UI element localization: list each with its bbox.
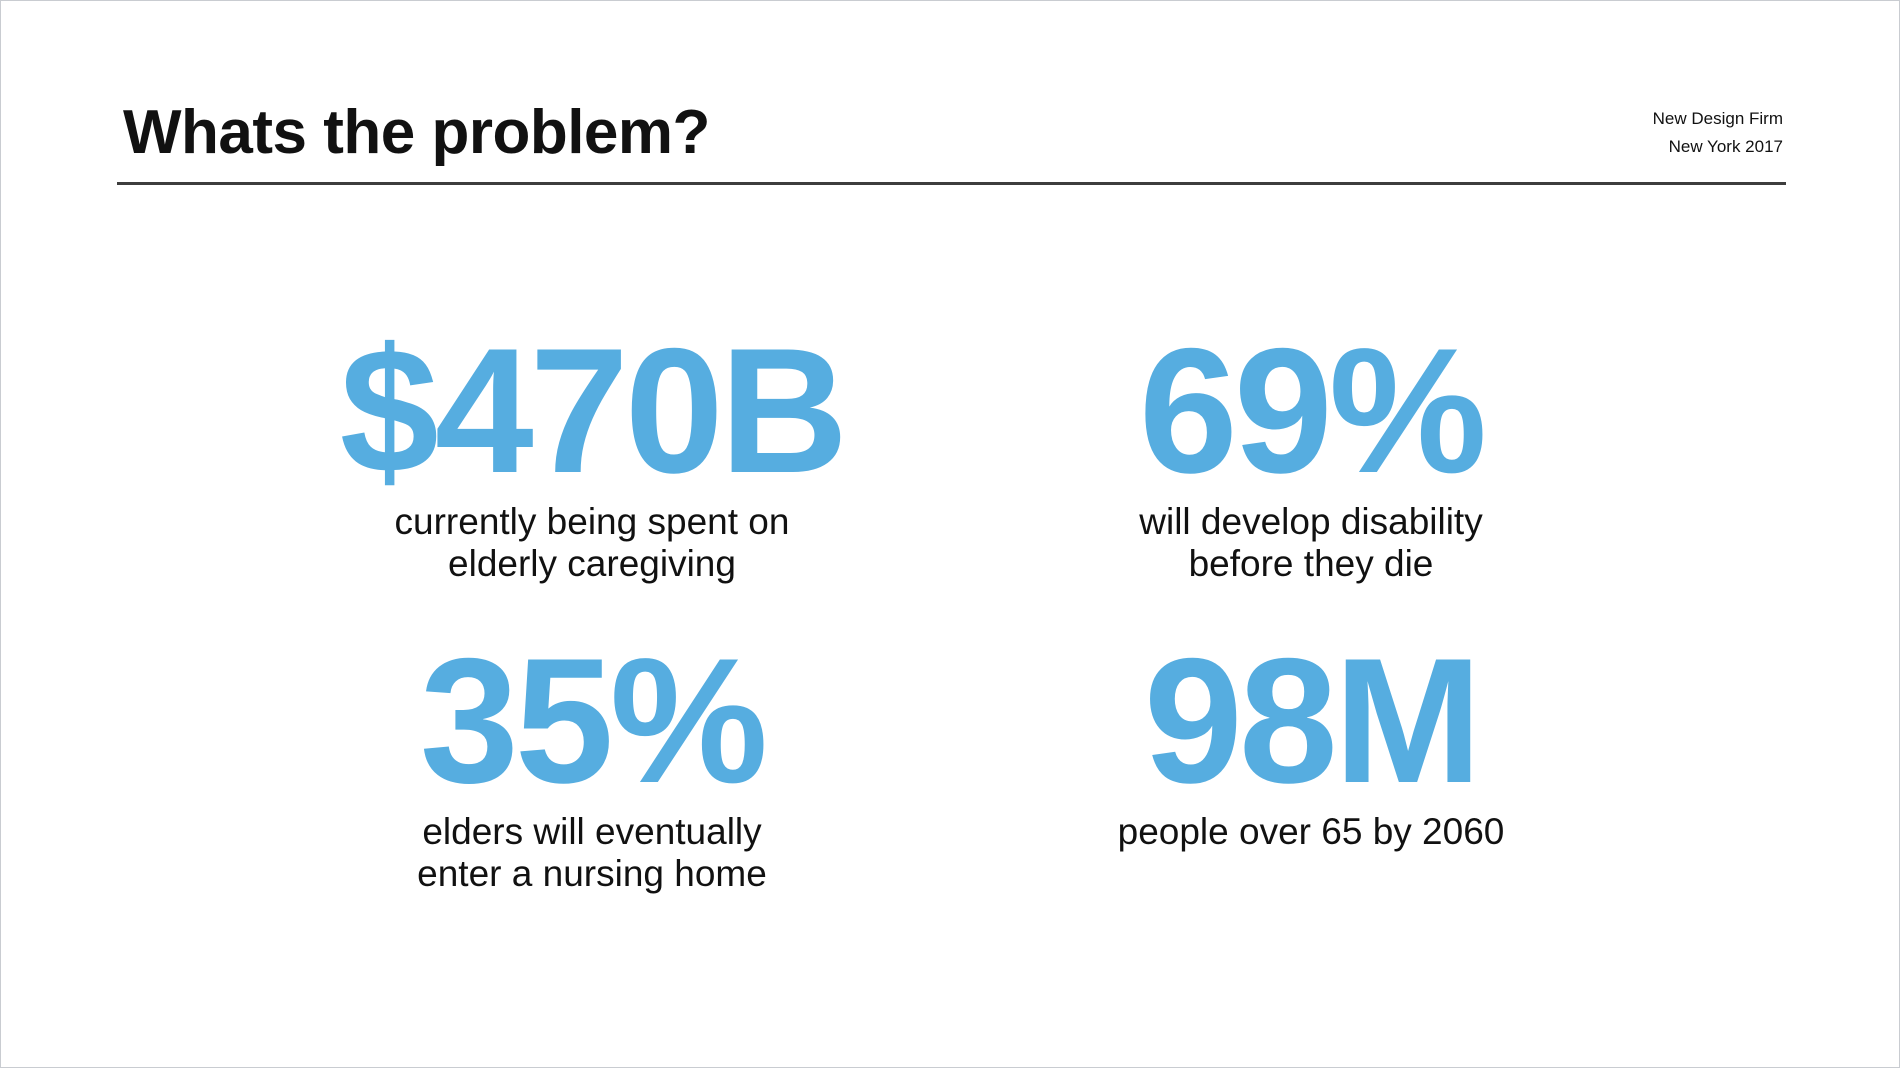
stat-description: people over 65 by 2060 <box>1001 811 1621 853</box>
stat-population-over-65: 98M people over 65 by 2060 <box>1001 621 1621 853</box>
stat-description: elders will eventually enter a nursing h… <box>282 811 902 895</box>
stat-description-line: elders will eventually <box>422 811 762 852</box>
location-year: New York 2017 <box>1668 137 1783 156</box>
stat-value: 69% <box>1138 311 1487 510</box>
stat-disability: 69% will develop disability before they … <box>1001 311 1621 585</box>
stat-description-line: currently being spent on <box>394 501 790 542</box>
stat-value: 98M <box>1143 621 1482 820</box>
title-divider <box>117 182 1786 185</box>
slide-meta: New Design Firm New York 2017 <box>1653 105 1783 161</box>
stat-description: currently being spent on elderly caregiv… <box>282 501 902 585</box>
stat-description-line: enter a nursing home <box>417 853 767 894</box>
stat-description-line: before they die <box>1188 543 1434 584</box>
stat-value: 35% <box>419 621 768 820</box>
stat-nursing-home: 35% elders will eventually enter a nursi… <box>282 621 902 895</box>
company-name: New Design Firm <box>1652 109 1783 128</box>
stat-caregiving-spend: $470B currently being spent on elderly c… <box>282 311 902 585</box>
stat-value: $470B <box>339 311 849 510</box>
stat-description-line: will develop disability <box>1139 501 1483 542</box>
slide-title: Whats the problem? <box>123 98 710 167</box>
stat-description-line: elderly caregiving <box>448 543 736 584</box>
stat-description: will develop disability before they die <box>1001 501 1621 585</box>
stat-description-line: people over 65 by 2060 <box>1117 811 1505 852</box>
